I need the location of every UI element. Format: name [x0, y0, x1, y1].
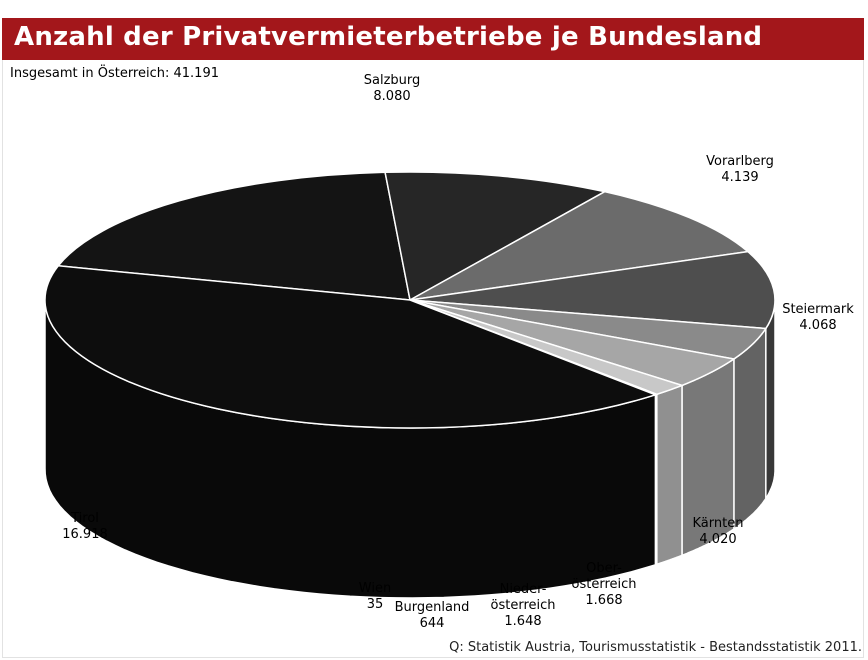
pie-slice-steiermark: [409, 190, 750, 301]
label-burgenland: Burgenland 644: [395, 600, 470, 631]
pie-side-ober-österreich: [733, 325, 767, 531]
pie-labels: Salzburg 8.080 Vorarlberg 4.139 Steiermark 4.…: [62, 73, 854, 631]
title-bar: Anzahl der Privatvermieterbetriebe je Bu…: [2, 18, 864, 60]
label-salzburg: Salzburg 8.080: [364, 73, 421, 104]
label-tirol: Tirol 16.918: [62, 511, 108, 542]
pie-top-faces: [44, 171, 776, 429]
pie-slice-kärnten: [409, 250, 776, 330]
chart-subtitle: Insgesamt in Österreich: 41.191: [10, 66, 219, 81]
pie-side-kärnten: [765, 298, 776, 502]
label-wien: Wien 35: [359, 581, 391, 612]
label-niederösterreich: Nieder-österreich 1.648: [491, 582, 556, 629]
pie-slice-tirol: [44, 265, 658, 429]
chart-title: Anzahl der Privatvermieterbetriebe je Bu…: [14, 22, 763, 52]
label-steiermark: Steiermark 4.068: [782, 302, 854, 333]
label-vorarlberg: Vorarlberg 4.139: [706, 154, 774, 185]
pie-side-burgenland: [656, 384, 683, 566]
label-oberösterreich: Ober-österreich 1.668: [572, 561, 637, 608]
label-kärnten: Kärnten 4.020: [693, 516, 744, 547]
pie-side-walls: [44, 298, 776, 599]
source-note: Q: Statistik Austria, Tourismusstatistik…: [449, 640, 862, 655]
pie-slice-vorarlberg: [384, 171, 607, 302]
pie-slice-salzburg: [56, 171, 411, 301]
